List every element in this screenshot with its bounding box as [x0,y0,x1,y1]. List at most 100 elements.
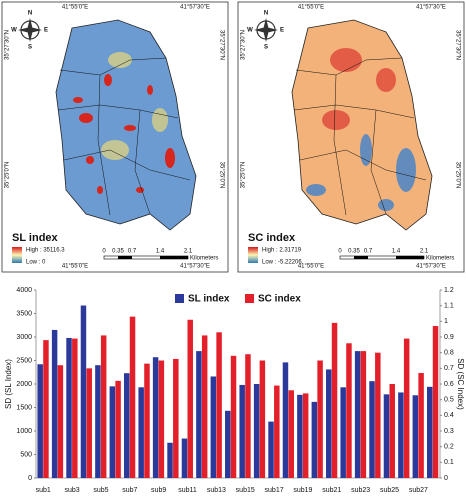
compass-star [254,18,278,42]
color-ramp [12,247,22,263]
compass-letter: N [264,11,268,17]
x-tick-label: sub5 [93,487,108,494]
y-tick-label: 0 [28,475,32,482]
bar [346,343,352,478]
y2-tick-label: 0.5 [444,397,454,404]
bar [427,386,433,478]
y2-tick-label: 1 [444,318,448,325]
longitude-label: 41°57'30"E [180,264,210,270]
color-ramp [248,247,258,263]
x-tick-label: sub7 [122,487,137,494]
longitude-label: 41°55'0"E [298,5,324,11]
y-tick-label: 2000 [16,381,32,388]
compass-letter: W [11,28,17,34]
bar [57,365,64,478]
y-tick-label: 1500 [16,404,32,411]
longitude-label: 41°55'0"E [298,264,324,270]
compass-letter: W [247,28,253,34]
bar [181,438,188,478]
map-panel [237,1,465,273]
bar [369,381,375,478]
bar [100,335,107,478]
y2-tick-label: 0.4 [444,412,454,419]
bar [225,410,231,478]
longitude-label: 41°55'0"E [62,5,88,11]
bar [187,319,193,478]
latitude-label: 35°27'30"N [5,30,11,60]
compass-letter: S [28,45,32,51]
scale-bar-segment [118,256,132,259]
longitude-label: 41°57'30"E [416,5,446,11]
bar [72,338,78,478]
bar [274,385,280,478]
hotspots [73,74,175,194]
map-labels: 41°55'0"E 41°55'0"E 41°57'30"E 41°57'30"E 35… [5,5,225,270]
scale-tick: 2.1 [184,249,193,255]
y2-tick-label: 1.2 [444,287,454,294]
longitude-label: 41°57'30"E [180,5,210,11]
bar [51,329,58,478]
bar [109,386,116,478]
y2-axis-title: SD (SC Index) [456,358,465,410]
cold-zones [306,134,416,211]
hotspots [322,48,396,130]
x-tick-label: sub17 [265,487,284,494]
bar [317,360,323,478]
bar [196,351,202,478]
scale-tick: 1.4 [156,249,165,255]
map-title: SL index [12,232,59,244]
map-panel [1,1,229,273]
y-tick-label: 3500 [16,310,32,317]
compass-star [18,18,42,42]
latitude-label: 35°25'0"N [454,162,460,189]
scale-tick: 0.7 [364,249,373,255]
bar [354,351,361,478]
x-tick-label: sub21 [322,487,341,494]
mid-zones [101,52,168,160]
y-tick-label: 4000 [16,287,32,294]
bar [43,340,49,478]
bar [144,363,150,478]
legend-label: SL index [188,294,230,305]
compass-letter: S [264,45,268,51]
y-tick-label: 2500 [16,357,32,364]
bar [412,395,419,478]
x-tick-label: sub1 [36,487,51,494]
bar [398,392,404,478]
bar [297,394,303,478]
y-tick-label: 500 [20,451,32,458]
bar [129,316,136,478]
legend-high: High : 35116.3 [26,248,65,254]
bar [340,387,346,478]
latitude-label: 35°25'0"N [5,162,11,189]
compass-letter: E [280,28,284,34]
bar [201,335,208,478]
bar [432,326,439,478]
latitude-label: 35°27'30"N [218,30,224,60]
bar [95,365,101,478]
y2-tick-label: 0.9 [444,334,454,341]
bar [124,373,130,478]
y-tick-label: 1000 [16,428,32,435]
scale-bar-segment [396,256,424,259]
scale-bar-segment [160,256,188,259]
latitude-label: 35°25'0"N [218,162,224,189]
bar [389,384,395,478]
scale-tick: 0.35 [112,249,124,255]
bar [230,355,237,478]
scale-tick: 1.4 [392,249,401,255]
scale-tick: 0.35 [348,249,360,255]
bar [245,354,251,478]
legend-label: SC index [258,294,301,305]
y-axis-title: SD (SL Index) [4,359,13,409]
x-tick-label: sub3 [64,487,79,494]
bar [167,442,173,478]
bar [115,380,121,478]
bar [66,337,72,478]
scale-unit: Kilometers [426,256,454,262]
bar [210,376,217,478]
scale-tick: 0 [338,249,342,255]
bar [403,338,410,478]
